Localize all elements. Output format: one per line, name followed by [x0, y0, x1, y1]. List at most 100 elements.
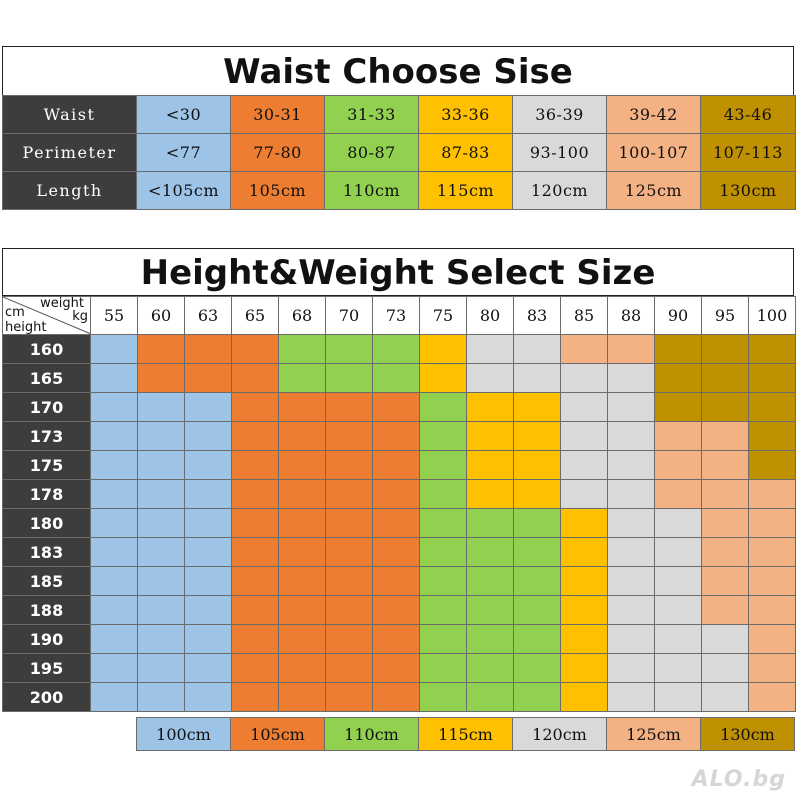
size-cell [654, 334, 702, 364]
size-cell [184, 334, 232, 364]
row-header: Perimeter [2, 133, 137, 172]
size-cell [607, 595, 655, 625]
weight-header-cell: 83 [513, 296, 561, 335]
height-row: 160 [2, 334, 796, 364]
size-cell [325, 653, 373, 683]
size-cell [466, 595, 514, 625]
size-cell [654, 392, 702, 422]
size-cell [419, 363, 467, 393]
waist-cell: 30-31 [230, 95, 325, 134]
size-cell [90, 537, 138, 567]
size-cell [748, 392, 796, 422]
size-cell [137, 450, 185, 480]
weight-header-row: weight kg cm height 55 60 63 65 68 70 73 75 80 83… [2, 296, 796, 335]
legend-row: 100cm 105cm 110cm 115cm 120cm 125cm 130cm [136, 717, 795, 751]
size-cell [607, 479, 655, 509]
size-cell [372, 479, 420, 509]
size-cell [184, 682, 232, 712]
waist-cell: 110cm [324, 171, 419, 210]
size-cell [513, 334, 561, 364]
weight-header-cell: 60 [137, 296, 185, 335]
size-cell [372, 421, 420, 451]
size-cell [231, 334, 279, 364]
size-cell [607, 537, 655, 567]
size-cell [748, 566, 796, 596]
size-cell [419, 421, 467, 451]
row-header: Length [2, 171, 137, 210]
size-cell [325, 624, 373, 654]
size-cell [466, 624, 514, 654]
size-cell [90, 479, 138, 509]
size-cell [137, 682, 185, 712]
size-cell [513, 653, 561, 683]
weight-header-cell: 73 [372, 296, 420, 335]
size-cell [466, 479, 514, 509]
size-cell [466, 450, 514, 480]
size-cell [466, 566, 514, 596]
size-cell [701, 537, 749, 567]
size-cell [231, 682, 279, 712]
legend-cell: 120cm [512, 717, 607, 751]
size-cell [231, 653, 279, 683]
size-cell [372, 682, 420, 712]
size-cell [654, 566, 702, 596]
size-cell [560, 537, 608, 567]
height-header-cell: 200 [2, 682, 91, 712]
length-color-legend: 100cm 105cm 110cm 115cm 120cm 125cm 130cm [136, 717, 795, 751]
size-cell [748, 595, 796, 625]
waist-cell: 36-39 [512, 95, 607, 134]
size-cell [513, 595, 561, 625]
waist-cell: 87-83 [418, 133, 513, 172]
waist-cell: <105cm [136, 171, 231, 210]
size-cell [466, 653, 514, 683]
size-cell [419, 537, 467, 567]
size-cell [90, 653, 138, 683]
size-cell [513, 479, 561, 509]
size-cell [419, 508, 467, 538]
weight-header-cell: 85 [560, 296, 608, 335]
size-cell [184, 595, 232, 625]
size-cell [560, 653, 608, 683]
waist-cell: 125cm [606, 171, 701, 210]
size-cell [513, 392, 561, 422]
size-cell [325, 566, 373, 596]
size-cell [513, 363, 561, 393]
height-row: 178 [2, 479, 796, 509]
size-cell [184, 508, 232, 538]
size-cell [90, 508, 138, 538]
corner-kg-label: kg [72, 309, 88, 324]
size-cell [325, 450, 373, 480]
size-cell [607, 508, 655, 538]
size-cell [137, 479, 185, 509]
size-cell [513, 421, 561, 451]
height-row: 190 [2, 624, 796, 654]
height-header-cell: 170 [2, 392, 91, 422]
waist-cell: 77-80 [230, 133, 325, 172]
size-cell [748, 363, 796, 393]
size-cell [466, 392, 514, 422]
size-cell [748, 508, 796, 538]
size-cell [278, 595, 326, 625]
size-cell [419, 653, 467, 683]
weight-header-cell: 55 [90, 296, 138, 335]
corner-weight-label: weight [40, 296, 84, 312]
size-cell [137, 595, 185, 625]
height-header-cell: 173 [2, 421, 91, 451]
weight-header-cell: 88 [607, 296, 655, 335]
size-cell [654, 624, 702, 654]
height-row: 188 [2, 595, 796, 625]
height-row: 165 [2, 363, 796, 393]
size-cell [748, 450, 796, 480]
waist-cell: 115cm [418, 171, 513, 210]
size-cell [419, 682, 467, 712]
waist-chart-title: Waist Choose Sise [2, 46, 794, 96]
waist-size-table: Waist <30 30-31 31-33 33-36 36-39 39-42 43-46 Pe… [2, 95, 796, 210]
height-header-cell: 175 [2, 450, 91, 480]
size-cell [513, 624, 561, 654]
size-cell [137, 392, 185, 422]
height-row: 200 [2, 682, 796, 712]
size-cell [278, 363, 326, 393]
size-cell [701, 363, 749, 393]
size-cell [372, 595, 420, 625]
size-cell [654, 508, 702, 538]
